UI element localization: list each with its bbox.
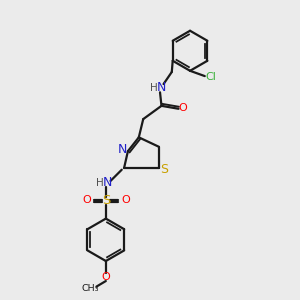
Text: N: N xyxy=(103,176,112,190)
Text: N: N xyxy=(118,143,127,157)
Text: H: H xyxy=(150,82,158,93)
Text: O: O xyxy=(178,103,188,113)
Text: S: S xyxy=(160,163,168,176)
Text: H: H xyxy=(96,178,104,188)
Text: Cl: Cl xyxy=(205,72,216,82)
Text: O: O xyxy=(121,195,130,205)
Text: CH₃: CH₃ xyxy=(81,284,99,293)
Text: O: O xyxy=(101,272,110,282)
Text: O: O xyxy=(82,195,91,205)
Text: N: N xyxy=(157,81,166,94)
Text: S: S xyxy=(102,194,110,207)
